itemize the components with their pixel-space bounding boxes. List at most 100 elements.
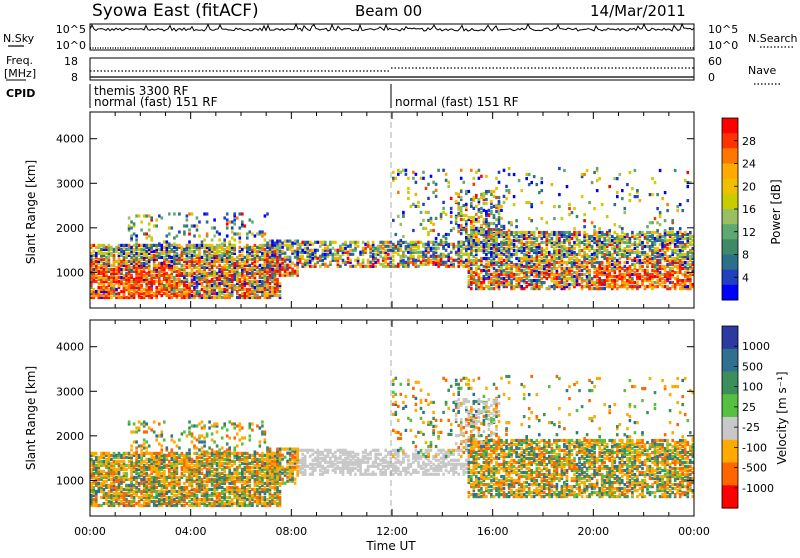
power-ytick-label: 2000 bbox=[56, 222, 84, 235]
power-cell bbox=[269, 274, 272, 277]
power-cell bbox=[120, 276, 123, 279]
power-cell bbox=[291, 268, 294, 271]
power-cell bbox=[206, 212, 209, 215]
power-cell bbox=[100, 286, 103, 289]
power-cell bbox=[608, 185, 611, 188]
power-cell bbox=[420, 261, 423, 264]
power-cell bbox=[140, 262, 143, 265]
power-cell bbox=[450, 257, 453, 260]
velocity-cell bbox=[98, 482, 101, 485]
power-cell bbox=[520, 277, 523, 280]
power-cell bbox=[568, 277, 571, 280]
power-cell bbox=[571, 257, 574, 260]
power-cell bbox=[163, 250, 166, 253]
power-cell bbox=[631, 277, 634, 280]
power-cell bbox=[447, 265, 450, 268]
power-cell bbox=[490, 210, 493, 213]
power-cell bbox=[163, 246, 166, 249]
power-cell bbox=[145, 244, 148, 247]
power-cell bbox=[440, 239, 443, 242]
velocity-cell bbox=[118, 460, 121, 463]
power-cell bbox=[254, 234, 257, 237]
power-cell bbox=[629, 171, 632, 174]
power-cell bbox=[500, 231, 503, 234]
power-cell bbox=[546, 221, 549, 224]
power-cell bbox=[407, 245, 410, 248]
power-cell bbox=[354, 247, 357, 250]
power-cell bbox=[233, 244, 236, 247]
power-cell bbox=[581, 255, 584, 258]
power-cell bbox=[233, 218, 236, 221]
power-cell bbox=[626, 267, 629, 270]
freq-label-line2: [MHz] bbox=[4, 67, 36, 80]
power-cell bbox=[100, 248, 103, 251]
power-cell bbox=[606, 239, 609, 242]
power-cell bbox=[533, 263, 536, 266]
power-cell bbox=[213, 296, 216, 299]
power-cell bbox=[470, 202, 473, 205]
power-cell bbox=[196, 266, 199, 269]
power-cell bbox=[606, 283, 609, 286]
power-cell bbox=[447, 233, 450, 236]
velocity-cell bbox=[105, 472, 108, 475]
power-cell bbox=[93, 258, 96, 261]
power-colorbar-swatch bbox=[722, 285, 738, 301]
power-cell bbox=[656, 247, 659, 250]
power-cell bbox=[586, 261, 589, 264]
power-cell bbox=[395, 251, 398, 254]
power-cell bbox=[465, 239, 468, 242]
power-cell bbox=[397, 169, 400, 172]
power-cell bbox=[402, 251, 405, 254]
power-cell bbox=[178, 294, 181, 297]
power-cell bbox=[432, 251, 435, 254]
power-cell bbox=[651, 231, 654, 234]
power-cell bbox=[120, 260, 123, 263]
power-cell bbox=[269, 282, 272, 285]
power-cell bbox=[636, 243, 639, 246]
power-cell bbox=[664, 251, 667, 254]
velocity-cell bbox=[105, 502, 108, 505]
power-cell bbox=[508, 167, 511, 170]
power-cell bbox=[674, 265, 677, 268]
power-cell bbox=[679, 241, 682, 244]
power-cell bbox=[425, 259, 428, 262]
power-cell bbox=[513, 239, 516, 242]
power-cell bbox=[279, 254, 282, 257]
power-cell bbox=[553, 241, 556, 244]
power-cell bbox=[405, 255, 408, 258]
power-cell bbox=[201, 260, 204, 263]
power-cell bbox=[684, 253, 687, 256]
power-cell bbox=[324, 263, 327, 266]
power-cell bbox=[593, 249, 596, 252]
freq-label-line1: Freq. bbox=[6, 54, 33, 67]
power-cell bbox=[198, 244, 201, 247]
power-cell bbox=[566, 283, 569, 286]
power-cell bbox=[364, 247, 367, 250]
power-colorbar-swatch bbox=[722, 148, 738, 164]
velocity-cell bbox=[110, 462, 113, 465]
power-cell bbox=[483, 269, 486, 272]
power-cell bbox=[437, 169, 440, 172]
power-cell bbox=[269, 256, 272, 259]
power-ytick-label: 4000 bbox=[56, 133, 84, 146]
power-cell bbox=[218, 254, 221, 257]
power-cell bbox=[233, 284, 236, 287]
power-cell bbox=[329, 241, 332, 244]
power-cell bbox=[654, 255, 657, 258]
power-cell bbox=[666, 263, 669, 266]
date-title: 14/Mar/2011 bbox=[590, 2, 686, 20]
power-cell bbox=[586, 243, 589, 246]
power-cell bbox=[397, 241, 400, 244]
velocity-cell bbox=[98, 456, 101, 459]
power-cell bbox=[485, 253, 488, 256]
power-cell bbox=[508, 281, 511, 284]
power-cell bbox=[473, 271, 476, 274]
power-cell bbox=[659, 249, 662, 252]
power-cell bbox=[614, 257, 617, 260]
power-cell bbox=[445, 179, 448, 182]
power-cell bbox=[656, 193, 659, 196]
velocity-cell bbox=[135, 502, 138, 505]
power-cell bbox=[176, 274, 179, 277]
nsky-left-tick-top: 10^5 bbox=[56, 23, 86, 36]
power-cell bbox=[143, 232, 146, 235]
